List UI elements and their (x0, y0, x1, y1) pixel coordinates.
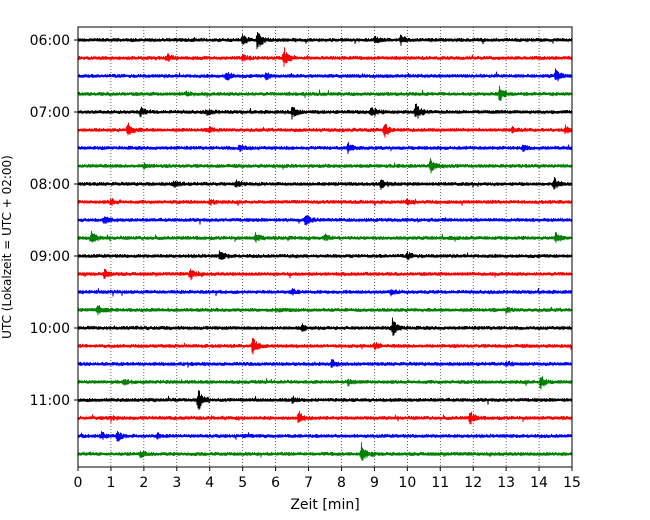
y-tick-label: 10:00 (30, 321, 70, 337)
vertical-gridlines (110, 27, 540, 467)
trace-0645 (77, 85, 573, 101)
seismic-traces (77, 31, 573, 461)
x-axis: 0 1 2 3 4 5 6 7 8 9 10 11 12 13 14 15 (74, 467, 581, 491)
x-tick-label: 15 (563, 475, 581, 491)
trace-1130 (77, 430, 573, 442)
y-tick-label: 11:00 (30, 393, 70, 409)
trace-1100 (77, 390, 573, 410)
trace-0930 (77, 287, 573, 297)
y-tick-label: 06:00 (30, 33, 70, 49)
x-tick-label: 9 (370, 475, 379, 491)
trace-1015 (77, 337, 573, 355)
x-axis-label: Zeit [min] (290, 497, 359, 513)
trace-0730 (77, 142, 573, 155)
plot-frame (77, 26, 573, 468)
trace-0630 (77, 68, 573, 82)
y-tick-label: 09:00 (30, 249, 70, 265)
trace-1045 (77, 376, 573, 390)
x-tick-label: 11 (431, 475, 449, 491)
x-tick-label: 12 (464, 475, 482, 491)
x-tick-label: 0 (74, 475, 83, 491)
trace-0600 (77, 31, 573, 50)
x-tick-label: 13 (497, 475, 515, 491)
trace-0715 (77, 122, 573, 138)
trace-0800 (77, 176, 573, 190)
trace-0945 (77, 305, 573, 316)
trace-0830 (77, 215, 573, 226)
trace-1145 (77, 442, 573, 461)
x-tick-label: 7 (304, 475, 313, 491)
trace-0900 (77, 250, 573, 261)
y-tick-label: 08:00 (30, 177, 70, 193)
trace-0845 (77, 230, 573, 243)
trace-1115 (77, 411, 573, 425)
trace-0915 (77, 268, 573, 281)
trace-0815 (77, 198, 573, 207)
x-tick-label: 5 (238, 475, 247, 491)
x-tick-label: 14 (530, 475, 548, 491)
plot-background (78, 27, 572, 467)
y-axis-label: UTC (Lokalzeit = UTC + 02:00) (0, 155, 14, 339)
y-axis: 06:00 07:00 08:00 09:00 10:00 11:00 (30, 33, 78, 409)
trace-1000 (77, 317, 573, 337)
x-tick-label: 2 (139, 475, 148, 491)
x-tick-label: 10 (398, 475, 416, 491)
x-tick-label: 3 (172, 475, 181, 491)
x-tick-label: 1 (106, 475, 115, 491)
x-tick-label: 4 (205, 475, 214, 491)
trace-0700 (77, 103, 573, 120)
x-tick-label: 8 (337, 475, 346, 491)
trace-1030 (77, 359, 573, 368)
trace-0615 (77, 47, 573, 67)
y-tick-label: 07:00 (30, 105, 70, 121)
trace-0745 (77, 158, 573, 174)
x-tick-label: 6 (271, 475, 280, 491)
